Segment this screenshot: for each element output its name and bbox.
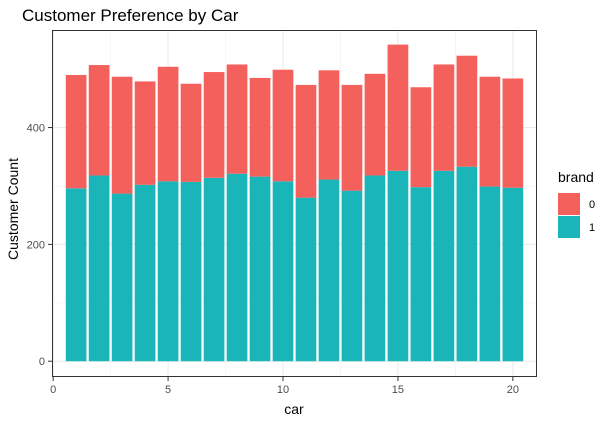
plot-panel — [52, 30, 537, 377]
legend-label-0: 0 — [589, 199, 595, 211]
bar-car-5-brand-0 — [157, 66, 179, 182]
bar-car-8-brand-1 — [226, 173, 248, 362]
grid-minor — [52, 30, 537, 377]
x-tick-label: 5 — [165, 384, 171, 396]
bar-car-17-brand-1 — [433, 170, 455, 362]
bar-car-17-brand-0 — [433, 64, 455, 171]
bar-car-18-brand-1 — [456, 166, 478, 362]
y-tick-label: 0 — [39, 356, 45, 368]
legend-key-1 — [558, 216, 580, 238]
bar-car-2-brand-0 — [88, 65, 110, 176]
bar-car-10-brand-1 — [272, 181, 294, 362]
bar-car-16-brand-1 — [410, 187, 432, 362]
bar-car-19-brand-0 — [479, 76, 501, 187]
bar-car-11-brand-1 — [295, 197, 317, 362]
bar-car-13-brand-0 — [341, 84, 363, 191]
x-axis: 0 5 10 15 20 — [50, 377, 519, 396]
x-axis-title: car — [284, 401, 304, 417]
bar-car-15-brand-1 — [387, 170, 409, 362]
bar-car-13-brand-1 — [341, 190, 363, 362]
y-tick-label: 400 — [27, 123, 45, 135]
bar-car-3-brand-0 — [111, 76, 133, 194]
bar-car-6-brand-1 — [180, 181, 202, 362]
bar-car-4-brand-1 — [134, 184, 156, 362]
bar-car-15-brand-0 — [387, 44, 409, 171]
x-tick-label: 0 — [50, 384, 56, 396]
x-tick-label: 10 — [277, 384, 289, 396]
bar-car-1-brand-0 — [65, 74, 87, 189]
x-tick-label: 15 — [392, 384, 404, 396]
bar-car-12-brand-1 — [318, 179, 340, 362]
bar-car-9-brand-0 — [249, 77, 271, 177]
bar-car-20-brand-1 — [502, 187, 524, 362]
y-axis: 0 200 400 — [27, 123, 52, 368]
bar-car-14-brand-0 — [364, 73, 386, 176]
bar-car-7-brand-0 — [203, 72, 225, 178]
bar-car-8-brand-0 — [226, 64, 248, 174]
bar-car-19-brand-1 — [479, 186, 501, 362]
y-axis-title: Customer Count — [5, 158, 21, 260]
bar-car-3-brand-1 — [111, 193, 133, 362]
bar-car-9-brand-1 — [249, 176, 271, 362]
y-tick-label: 200 — [27, 239, 45, 251]
legend: brand 0 1 — [558, 169, 595, 238]
plot-border — [52, 30, 537, 377]
chart-title: Customer Preference by Car — [22, 6, 239, 25]
bar-car-12-brand-0 — [318, 70, 340, 180]
bar-car-7-brand-1 — [203, 177, 225, 362]
legend-title: brand — [558, 169, 594, 185]
bar-car-5-brand-1 — [157, 181, 179, 362]
bar-car-2-brand-1 — [88, 175, 110, 362]
bars — [65, 44, 524, 362]
bar-car-6-brand-0 — [180, 83, 202, 182]
legend-label-1: 1 — [589, 222, 595, 234]
legend-key-0 — [558, 193, 580, 215]
bar-car-14-brand-1 — [364, 175, 386, 362]
bar-car-16-brand-0 — [410, 87, 432, 188]
bar-car-11-brand-0 — [295, 84, 317, 198]
bar-car-1-brand-1 — [65, 188, 87, 362]
bar-car-18-brand-0 — [456, 55, 478, 167]
bar-car-4-brand-0 — [134, 81, 156, 185]
x-tick-label: 20 — [507, 384, 519, 396]
bar-car-10-brand-0 — [272, 69, 294, 182]
bar-car-20-brand-0 — [502, 78, 524, 188]
